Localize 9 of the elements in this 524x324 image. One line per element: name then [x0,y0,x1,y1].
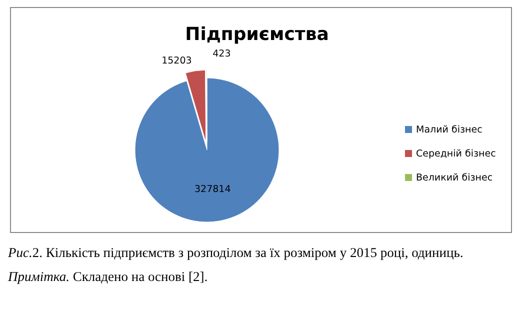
legend-label: Малий бізнес [416,124,482,136]
chart-title: Підприємства [185,24,329,45]
text: Примітка. Складено на основі [2]. [7,269,208,284]
legend-label: Великий бізнес [416,172,493,184]
data-label: 327814 [194,184,231,195]
text: Рис.2. Кількість підприємств з розподілом за їх розміром у 2015 році, одиниць. [7,245,464,260]
data-label: 15203 [162,56,192,67]
legend-label: Середній бізнес [416,148,496,160]
data-label: 423 [212,48,231,60]
